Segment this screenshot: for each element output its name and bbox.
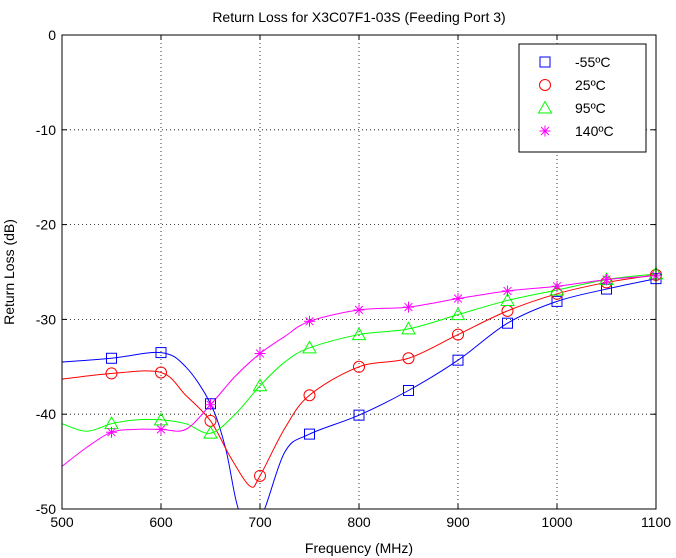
y-tick-label: -30 [36, 311, 56, 327]
data-point [353, 304, 365, 316]
chart-title: Return Loss for X3C07F1-03S (Feeding Por… [212, 9, 505, 25]
data-point [502, 285, 513, 297]
data-point [403, 385, 414, 396]
data-point [254, 469, 266, 482]
y-tick-label: 0 [48, 27, 56, 43]
axis-ticks: 500 600 700 800 900 1000 1100 0 -10 -20 -30 -40 -50 [36, 27, 671, 530]
data-point [551, 295, 563, 307]
data-point [252, 378, 268, 392]
legend-label: 25ºC [575, 77, 606, 93]
x-tick-label: 1100 [641, 514, 671, 530]
data-point [155, 366, 167, 379]
data-point [106, 426, 117, 438]
series-line [62, 278, 656, 509]
data-point [452, 354, 464, 366]
series-lines [62, 273, 656, 509]
data-point [450, 307, 466, 321]
data-point [452, 293, 464, 305]
legend-marker [537, 100, 553, 114]
data-point [106, 352, 117, 364]
legend-label: 140ºC [575, 123, 614, 139]
series-line [62, 274, 656, 488]
data-point [401, 321, 416, 335]
y-tick-label: -50 [36, 501, 56, 517]
grid-lines [62, 35, 656, 509]
y-tick-label: -40 [36, 406, 56, 422]
data-point [105, 367, 118, 380]
data-point [304, 315, 315, 327]
x-axis-label: Frequency (MHz) [305, 540, 413, 556]
x-tick-label: 900 [446, 514, 470, 530]
data-point [403, 301, 414, 313]
y-tick-label: -20 [36, 217, 56, 233]
legend-label: -55ºC [575, 54, 610, 70]
data-point [304, 428, 315, 440]
legend-marker [539, 125, 551, 137]
series-markers [104, 266, 664, 482]
x-tick-label: 700 [248, 514, 272, 530]
legend-label: 95ºC [575, 100, 606, 116]
data-point [452, 328, 464, 341]
y-axis-label: Return Loss (dB) [1, 219, 17, 325]
legend: -55ºC 25ºC 95ºC 140ºC [518, 43, 647, 153]
data-point [254, 348, 266, 360]
data-point [302, 340, 317, 354]
x-tick-label: 800 [347, 514, 371, 530]
legend-marker [539, 79, 551, 91]
data-point [203, 425, 218, 439]
data-point [353, 409, 365, 421]
x-tick-label: 600 [149, 514, 173, 530]
data-point [155, 423, 167, 435]
data-point [353, 360, 365, 373]
data-point [205, 399, 216, 411]
data-point [500, 292, 515, 306]
x-tick-label: 500 [50, 514, 74, 530]
x-tick-label: 1000 [541, 514, 572, 530]
data-point [551, 280, 563, 292]
y-tick-label: -10 [36, 122, 56, 138]
data-point [155, 347, 167, 359]
data-point [502, 317, 513, 329]
data-point [601, 274, 612, 286]
data-point [351, 327, 367, 341]
data-point [402, 352, 415, 365]
legend-marker [539, 56, 551, 68]
data-point [303, 389, 316, 402]
series-line [62, 273, 656, 434]
